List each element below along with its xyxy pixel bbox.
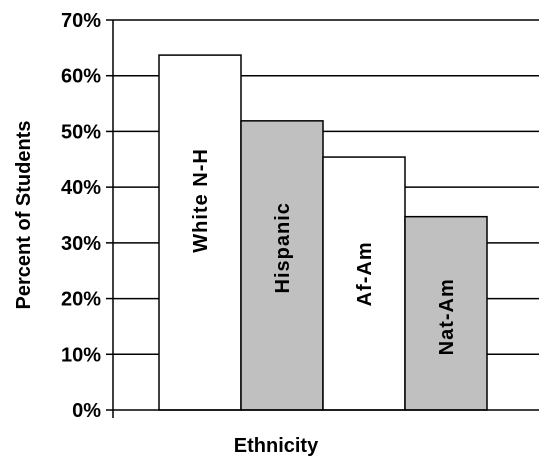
bar-labels-group: White N-H Hispanic Af-Am Nat-Am [190, 148, 458, 355]
y-tick-label: 60% [61, 66, 101, 88]
bar-nat-am [404, 215, 488, 411]
bar-af-am [322, 156, 406, 411]
bar-category-label: Hispanic [272, 202, 294, 293]
y-tick-label: 70% [61, 10, 101, 32]
y-tick-label: 50% [61, 121, 101, 143]
bar-category-label: Af-Am [354, 241, 376, 306]
y-tick-label: 30% [61, 233, 101, 255]
bar-category-label: White N-H [190, 148, 212, 253]
y-axis-title: Percent of Students [13, 121, 35, 310]
y-axis-ticks: 0% 10% 20% 30% 40% 50% 60% 70% [61, 10, 113, 422]
y-tick-label: 20% [61, 289, 101, 311]
bar-hispanic [240, 120, 324, 411]
x-axis-title: Ethnicity [234, 435, 319, 457]
y-tick-label: 0% [72, 400, 101, 422]
bars-group [158, 54, 488, 411]
bar-category-label: Nat-Am [436, 278, 458, 355]
y-tick-label: 10% [61, 344, 101, 366]
y-tick-label: 40% [61, 177, 101, 199]
